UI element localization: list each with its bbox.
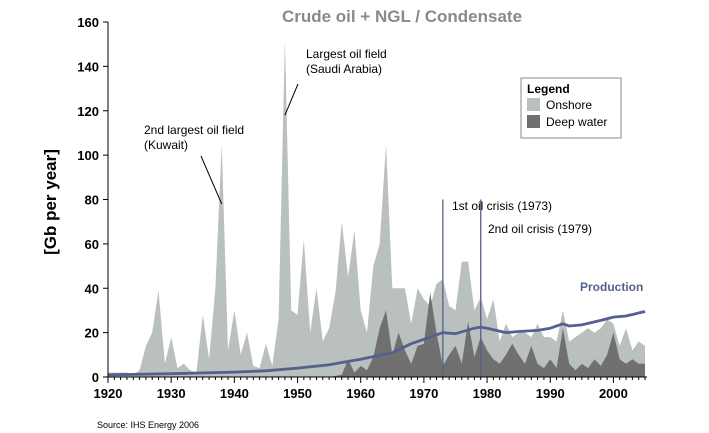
legend-swatch-deep-water — [527, 115, 540, 128]
y-tick-label: 40 — [85, 281, 99, 296]
x-tick-label: 1970 — [409, 386, 438, 401]
y-tick-label: 140 — [77, 59, 99, 74]
legend-label-onshore: Onshore — [546, 98, 592, 112]
y-tick-label: 20 — [85, 326, 99, 341]
y-tick-label: 60 — [85, 237, 99, 252]
annotation-line: (Saudi Arabia) — [306, 62, 382, 76]
x-tick-label: 1990 — [536, 386, 565, 401]
annotation-line: Largest oil field — [306, 47, 387, 61]
tick-labels: 0 20 40 60 80 100 120 140 160 1920 1930 1940 1950 196… — [77, 15, 628, 401]
annotation-line: 2nd largest oil field — [144, 123, 244, 137]
y-axis-label: [Gb per year] — [41, 149, 60, 255]
annotation-line: (Kuwait) — [144, 138, 188, 152]
series-line-production — [107, 310, 646, 377]
y-tick-label: 120 — [77, 104, 99, 119]
y-tick-label: 80 — [85, 193, 99, 208]
legend-label-deep-water: Deep water — [546, 115, 607, 129]
annotation-crisis1979: 2nd oil crisis (1979) — [488, 222, 592, 236]
annotation-line: 1st oil crisis (1973) — [452, 199, 552, 213]
annotation-line: 2nd oil crisis (1979) — [488, 222, 592, 236]
annotation-line: Production — [580, 280, 643, 294]
y-tick-label: 100 — [77, 148, 99, 163]
x-tick-label: 1960 — [346, 386, 375, 401]
annotations: 2nd largest oil field (Kuwait) Largest oil… — [144, 47, 643, 294]
annotation-crisis1973: 1st oil crisis (1973) — [452, 199, 552, 213]
y-tick-label: 0 — [92, 370, 99, 385]
annotation-leader-kuwait — [200, 155, 223, 205]
annotation-leader-saudi — [284, 83, 299, 116]
plot-areas — [107, 39, 646, 378]
series-area-onshore — [108, 39, 645, 378]
x-tick-label: 1980 — [473, 386, 502, 401]
x-tick-label: 2000 — [599, 386, 628, 401]
x-tick-label: 1920 — [94, 386, 123, 401]
legend-title: Legend — [527, 82, 570, 96]
source-note: Source: IHS Energy 2006 — [97, 420, 199, 430]
annotation-saudi: Largest oil field (Saudi Arabia) — [306, 47, 387, 76]
legend: Legend Onshore Deep water — [520, 77, 622, 139]
x-tick-label: 1930 — [157, 386, 186, 401]
annotation-production: Production — [580, 280, 643, 294]
chart-title: Crude oil + NGL / Condensate — [282, 7, 522, 26]
x-tick-label: 1940 — [220, 386, 249, 401]
series-area-deep-water — [108, 292, 645, 377]
y-tick-label: 160 — [77, 15, 99, 30]
plot-axes — [103, 21, 647, 383]
x-tick-label: 1950 — [283, 386, 312, 401]
legend-swatch-onshore — [527, 98, 540, 111]
annotation-kuwait: 2nd largest oil field (Kuwait) — [144, 123, 244, 152]
